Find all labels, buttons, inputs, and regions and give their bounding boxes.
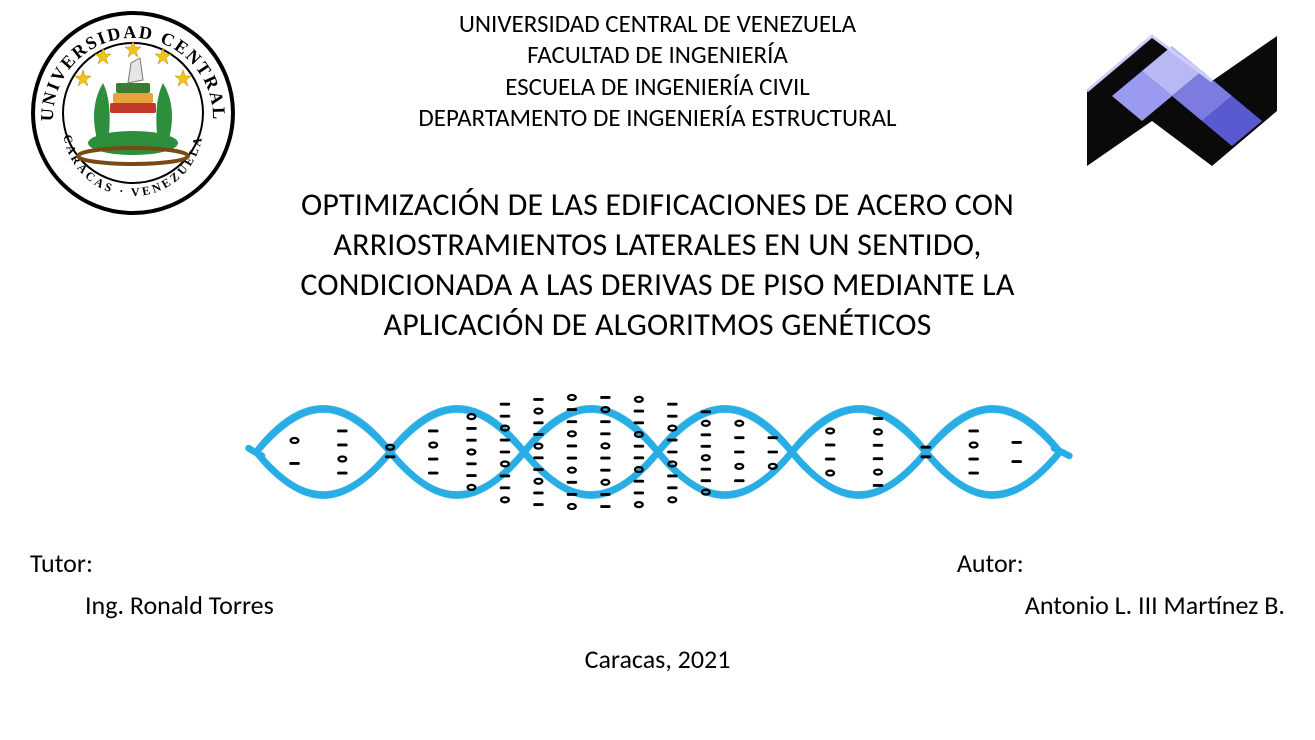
credits-row: Tutor: Ing. Ronald Torres Autor: Antonio…: [30, 547, 1285, 621]
tutor-block: Tutor: Ing. Ronald Torres: [30, 547, 274, 621]
dna-binary-helix: [218, 367, 1098, 537]
author-name: Antonio L. III Martínez B.: [945, 589, 1285, 621]
tutor-label: Tutor:: [30, 547, 274, 579]
ucv-seal: UNIVERSIDAD CENTRAL CARACAS · VENEZUELA: [28, 8, 238, 218]
author-block: Autor: Antonio L. III Martínez B.: [945, 547, 1285, 621]
thesis-title: OPTIMIZACIÓN DE LAS EDIFICACIONES DE ACE…: [158, 185, 1158, 345]
title-line-3: CONDICIONADA A LAS DERIVAS DE PISO MEDIA…: [158, 265, 1158, 305]
tutor-name: Ing. Ronald Torres: [30, 589, 274, 621]
abstract-logo: [1067, 6, 1297, 196]
footer-location-date: Caracas, 2021: [30, 643, 1285, 675]
title-line-1: OPTIMIZACIÓN DE LAS EDIFICACIONES DE ACE…: [158, 185, 1158, 225]
author-label: Autor:: [945, 547, 1285, 579]
title-line-2: ARRIOSTRAMIENTOS LATERALES EN UN SENTIDO…: [158, 225, 1158, 265]
title-line-4: APLICACIÓN DE ALGORITMOS GENÉTICOS: [158, 305, 1158, 345]
title-slide: UNIVERSIDAD CENTRAL CARACAS · VENEZUELA: [0, 0, 1315, 740]
